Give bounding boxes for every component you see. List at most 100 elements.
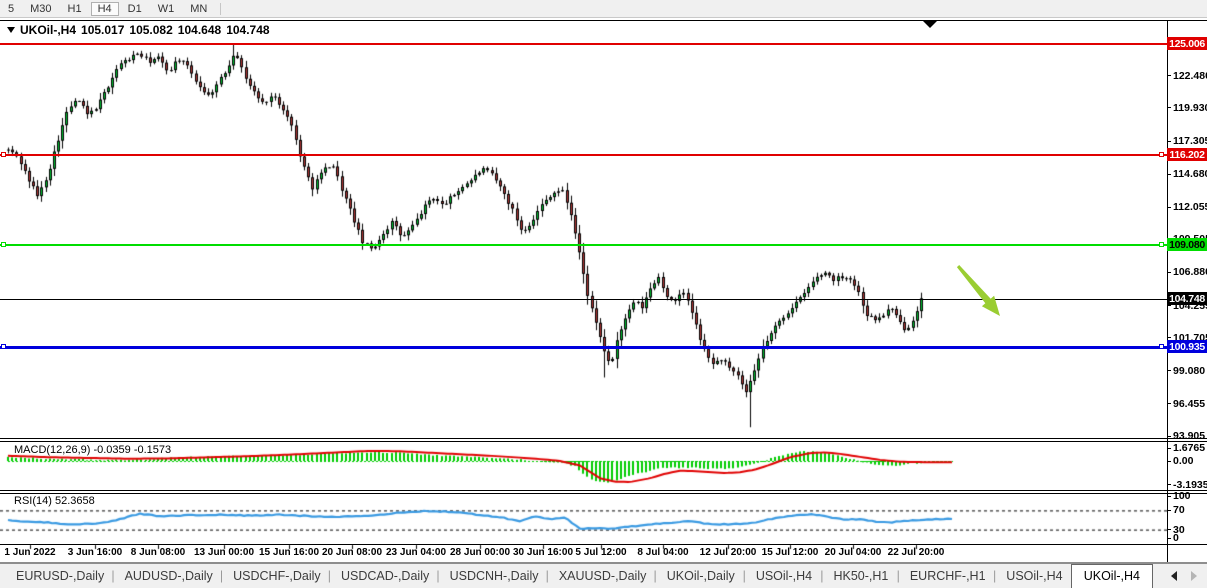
timeframe-toolbar: 5 M30 H1 H4 D1 W1 MN (0, 0, 1207, 18)
price-axis-tick: 112.055 (1167, 201, 1207, 214)
support-line-109-handle[interactable] (1, 242, 6, 247)
tab-separator: | (327, 569, 332, 583)
tab-separator: | (820, 569, 824, 583)
chart-symbol-period: UKOil-,H4 (20, 23, 77, 37)
chart-shift-marker[interactable] (923, 21, 937, 28)
timeframe-m30-button[interactable]: M30 (30, 2, 52, 15)
tab-scroll-arrows (1153, 564, 1207, 588)
time-axis-label: 15 Jun 16:00 (258, 547, 320, 558)
resistance-line-125[interactable] (0, 43, 1167, 45)
rsi-axis-tick: 70 (1167, 504, 1185, 517)
macd-axis-tick: -3.1935 (1167, 478, 1207, 491)
quote-high: 105.082 (129, 23, 173, 37)
support-line-100-handle[interactable] (1, 344, 6, 349)
macd-pane-bottom-border (0, 490, 1207, 491)
current-price-line-price-label: 104.748 (1167, 292, 1207, 305)
symbol-tab[interactable]: USOil-,H4 (755, 569, 813, 583)
timeframe-w1-button[interactable]: W1 (157, 2, 175, 15)
time-axis-bottom-border (0, 562, 1207, 563)
time-axis-label: 8 Jun 08:00 (130, 547, 186, 558)
price-axis-tick: 119.930 (1167, 101, 1207, 114)
time-axis-label: 3 Jun 16:00 (67, 547, 123, 558)
tab-separator: | (219, 569, 224, 583)
chart-canvas[interactable] (0, 20, 1167, 562)
time-axis-label: 23 Jun 04:00 (385, 547, 447, 558)
support-line-109-price-label: 109.080 (1167, 238, 1207, 251)
timeframe-d1-button[interactable]: D1 (127, 2, 142, 15)
price-axis-tick: 93.905 (1167, 430, 1205, 443)
time-axis-label: 8 Jul 04:00 (637, 547, 689, 558)
timeframe-m5-button[interactable]: 5 (8, 2, 15, 15)
time-axis-label: 12 Jul 20:00 (699, 547, 757, 558)
time-axis-label: 1 Jun 2022 (4, 547, 56, 558)
resistance-line-116-handle[interactable] (1159, 152, 1164, 157)
rsi-indicator-label: RSI(14) 52.3658 (14, 495, 95, 507)
resistance-line-116[interactable] (0, 154, 1167, 156)
tab-separator: | (545, 569, 549, 583)
time-axis-label: 20 Jul 04:00 (824, 547, 882, 558)
symbol-tab[interactable]: AUDUSD-,Daily (124, 569, 213, 583)
trend-arrow-annotation[interactable] (950, 258, 1012, 324)
chart-quote-bar: UKOil-,H4 105.017 105.082 104.648 104.74… (7, 23, 270, 37)
symbol-tab[interactable]: XAUUSD-,Daily (558, 569, 647, 583)
time-axis-label: 22 Jul 20:00 (887, 547, 945, 558)
symbol-tab[interactable]: USOil-,H4 (1006, 569, 1063, 583)
resistance-line-125-price-label: 125.006 (1167, 37, 1207, 50)
symbol-tab[interactable]: USDCNH-,Daily (449, 569, 539, 583)
macd-axis-tick: 1.6765 (1167, 442, 1205, 455)
tab-separator: | (896, 569, 900, 583)
symbol-tab[interactable]: USDCHF-,Daily (233, 569, 321, 583)
support-line-100-handle[interactable] (1159, 344, 1164, 349)
quote-open: 105.017 (81, 23, 125, 37)
timeframe-mn-button[interactable]: MN (190, 2, 208, 15)
symbol-tab[interactable]: USDCAD-,Daily (341, 569, 430, 583)
tab-separator: | (993, 569, 997, 583)
main-pane-bottom-border (0, 438, 1207, 439)
symbol-tab[interactable]: UKOil-,Daily (666, 569, 735, 583)
price-axis-line (1167, 20, 1168, 562)
support-line-100[interactable] (0, 346, 1167, 349)
symbol-tab[interactable]: EURCHF-,H1 (909, 569, 986, 583)
resistance-line-116-price-label: 116.202 (1167, 148, 1207, 161)
rsi-axis-tick: 100 (1167, 490, 1191, 503)
support-line-100-price-label: 100.935 (1167, 340, 1207, 353)
rsi-pane-top-border (0, 493, 1207, 494)
price-axis-tick: 122.480 (1167, 69, 1207, 82)
support-line-109-handle[interactable] (1159, 242, 1164, 247)
resistance-line-116-handle[interactable] (1, 152, 6, 157)
rsi-pane-bottom-border (0, 544, 1207, 545)
quote-close: 104.748 (226, 23, 270, 37)
time-axis-label: 15 Jul 12:00 (761, 547, 819, 558)
time-axis-label: 13 Jun 00:00 (193, 547, 255, 558)
tabs-scroll-right-icon[interactable] (1191, 571, 1197, 581)
rsi-axis-tick: 0 (1167, 532, 1179, 545)
timeframe-h1-button[interactable]: H1 (67, 2, 82, 15)
tabs-scroll-left-icon[interactable] (1171, 571, 1177, 581)
symbol-tab[interactable]: EURUSD-,Daily (16, 569, 105, 583)
macd-axis-tick: 0.00 (1167, 455, 1193, 468)
current-price-line[interactable] (0, 299, 1167, 300)
time-axis-label: 5 Jul 12:00 (575, 547, 627, 558)
tab-separator: | (111, 569, 115, 583)
price-axis-tick: 114.680 (1167, 168, 1207, 181)
symbol-tab-active[interactable]: UKOil-,H4 (1070, 564, 1153, 588)
price-axis-tick: 96.455 (1167, 397, 1205, 410)
quote-dropdown-icon[interactable] (7, 27, 15, 33)
macd-pane-top-border (0, 441, 1207, 442)
quote-low: 104.648 (177, 23, 222, 37)
price-axis-tick: 106.880 (1167, 266, 1207, 279)
tab-separator: | (436, 569, 440, 583)
time-axis-label: 20 Jun 08:00 (321, 547, 383, 558)
symbol-tab[interactable]: HK50-,H1 (833, 569, 889, 583)
tab-separator: | (653, 569, 657, 583)
price-axis-tick: 117.305 (1167, 135, 1207, 148)
timeframe-h4-button[interactable]: H4 (90, 1, 119, 16)
main-pane-top-border (0, 20, 1207, 21)
time-axis-label: 28 Jun 00:00 (449, 547, 511, 558)
macd-indicator-label: MACD(12,26,9) -0.0359 -0.1573 (14, 444, 172, 456)
toolbar-separator (220, 2, 222, 15)
price-axis-tick: 99.080 (1167, 364, 1205, 377)
support-line-109[interactable] (0, 244, 1167, 246)
tab-separator: | (742, 569, 746, 583)
